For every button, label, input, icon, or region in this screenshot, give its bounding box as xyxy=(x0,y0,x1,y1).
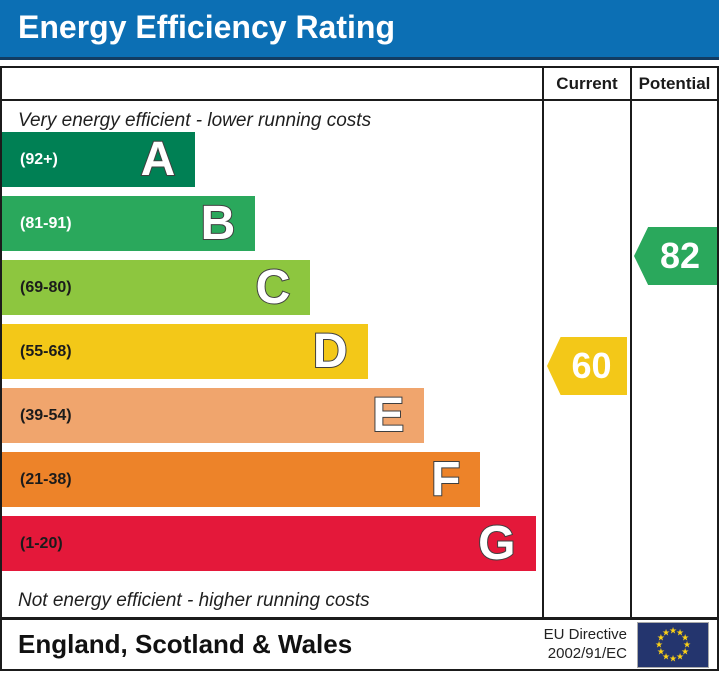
column-header-row: Current Potential xyxy=(2,68,717,101)
header-spacer xyxy=(2,68,542,99)
eu-directive-line2: 2002/91/EC xyxy=(547,644,627,662)
band-letter: E xyxy=(371,388,405,442)
potential-rating-marker: 82 xyxy=(634,227,717,285)
eu-flag-star-icon xyxy=(662,628,670,637)
band-range-label: (1-20) xyxy=(20,534,63,552)
band-range-label: (92+) xyxy=(20,150,58,168)
band-letter: G xyxy=(477,516,516,570)
rating-bands: (92+) A (81-91) B (69-80) C (55-68) D (3… xyxy=(2,132,542,571)
band-letter: B xyxy=(200,196,237,250)
note-not-efficient: Not energy efficient - higher running co… xyxy=(18,590,370,611)
rating-band: (21-38) F xyxy=(2,452,481,507)
region-label: England, Scotland & Wales xyxy=(18,629,353,659)
potential-column: 82 xyxy=(630,101,717,617)
column-header-current: Current xyxy=(542,68,630,99)
band-letter: C xyxy=(255,260,292,314)
current-rating-value: 60 xyxy=(571,345,612,386)
band-range-label: (81-91) xyxy=(20,214,72,232)
eu-flag-icon xyxy=(637,621,709,668)
current-rating-marker: 60 xyxy=(547,337,627,395)
current-column: 60 xyxy=(542,101,630,617)
bands-area: Very energy efficient - lower running co… xyxy=(2,101,542,617)
eu-directive-label: EU Directive 2002/91/EC xyxy=(544,626,627,664)
footer: England, Scotland & Wales EU Directive 2… xyxy=(2,617,717,669)
rating-band: (39-54) E xyxy=(2,388,425,443)
rating-band: (92+) A xyxy=(2,132,196,187)
band-letter: D xyxy=(312,324,349,378)
band-range-label: (55-68) xyxy=(20,342,72,360)
band-letter: A xyxy=(140,132,177,186)
column-header-potential: Potential xyxy=(630,68,717,99)
chart-body: Very energy efficient - lower running co… xyxy=(2,101,717,617)
band-letter: F xyxy=(430,452,461,506)
band-range-label: (39-54) xyxy=(20,406,72,424)
band-range-label: (21-38) xyxy=(20,470,72,488)
band-range-label: (69-80) xyxy=(20,278,72,296)
potential-rating-value: 82 xyxy=(659,235,701,276)
note-very-efficient: Very energy efficient - lower running co… xyxy=(18,110,372,131)
eu-flag-star-icon xyxy=(669,654,677,663)
title-bar: Energy Efficiency Rating xyxy=(0,0,719,60)
rating-band: (69-80) C xyxy=(2,260,311,315)
rating-band: (55-68) D xyxy=(2,324,368,379)
rating-band: (1-20) G xyxy=(2,516,536,571)
eu-directive-line1: EU Directive xyxy=(543,625,627,643)
eu-flag-star-icon xyxy=(676,652,684,661)
chart-box: Current Potential Very energy efficient … xyxy=(0,66,719,671)
page-title: Energy Efficiency Rating xyxy=(18,9,395,45)
rating-band: (81-91) B xyxy=(2,196,256,251)
